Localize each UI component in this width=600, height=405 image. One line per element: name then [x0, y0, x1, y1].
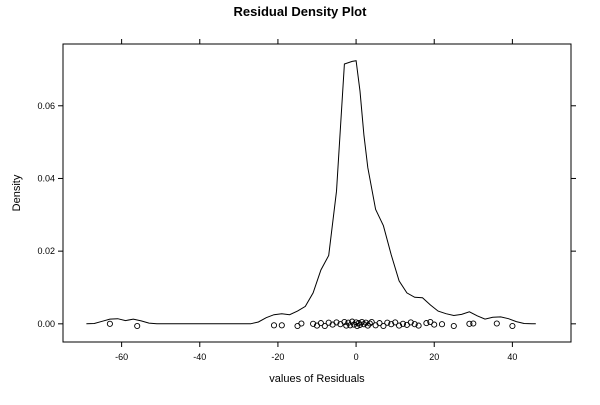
rug-point: [270, 322, 278, 329]
rug-point: [407, 319, 414, 326]
rug-point: [298, 320, 305, 327]
rug-point: [317, 320, 324, 327]
rug-point: [384, 319, 391, 326]
x-tick-label: 20: [429, 352, 439, 362]
rug-point: [399, 320, 407, 327]
rug-point: [438, 321, 446, 328]
x-tick-label: -20: [271, 352, 284, 362]
rug-point: [450, 322, 457, 330]
rug-point: [354, 322, 361, 330]
rug-point: [310, 320, 317, 327]
rug-point: [431, 321, 438, 328]
x-tick-label: 0: [354, 352, 359, 362]
rug-point: [341, 318, 348, 326]
rug-point: [376, 320, 383, 327]
rug-point: [411, 321, 418, 328]
rug-point: [380, 322, 387, 330]
rug-point: [278, 322, 285, 329]
rug-point: [423, 320, 430, 327]
rug-point: [333, 319, 340, 326]
axis-ticks: -60 -40 -20 0 20 40 0.00 0.02 0.04 0.06: [37, 39, 576, 362]
rug-point: [396, 322, 403, 329]
x-tick-label: -60: [115, 352, 128, 362]
rug-point: [360, 321, 367, 328]
chart-title: Residual Density Plot: [234, 4, 368, 19]
rug-point: [466, 320, 473, 327]
rug-point: [368, 318, 375, 326]
y-tick-label: 0.02: [37, 246, 55, 256]
rug-point: [134, 322, 141, 330]
rug-point: [493, 320, 500, 327]
rug-point: [366, 320, 373, 327]
x-axis-label: values of Residuals: [269, 373, 365, 385]
rug-point: [106, 320, 113, 327]
rug-point: [349, 318, 356, 325]
density-curve: [86, 60, 536, 325]
rug-points: [106, 318, 516, 330]
rug-point: [321, 322, 328, 330]
rug-point: [392, 319, 399, 326]
x-tick-label: -40: [193, 352, 206, 362]
y-tick-label: 0.04: [37, 173, 55, 183]
x-tick-label: 40: [507, 352, 517, 362]
y-tick-label: 0.06: [37, 101, 55, 111]
rug-point: [415, 322, 422, 329]
rug-point: [364, 322, 371, 329]
rug-point: [509, 322, 516, 330]
y-tick-label: 0.00: [37, 319, 55, 329]
rug-point: [470, 320, 477, 327]
y-axis-label: Density: [11, 174, 23, 211]
plot-frame: [62, 43, 572, 343]
